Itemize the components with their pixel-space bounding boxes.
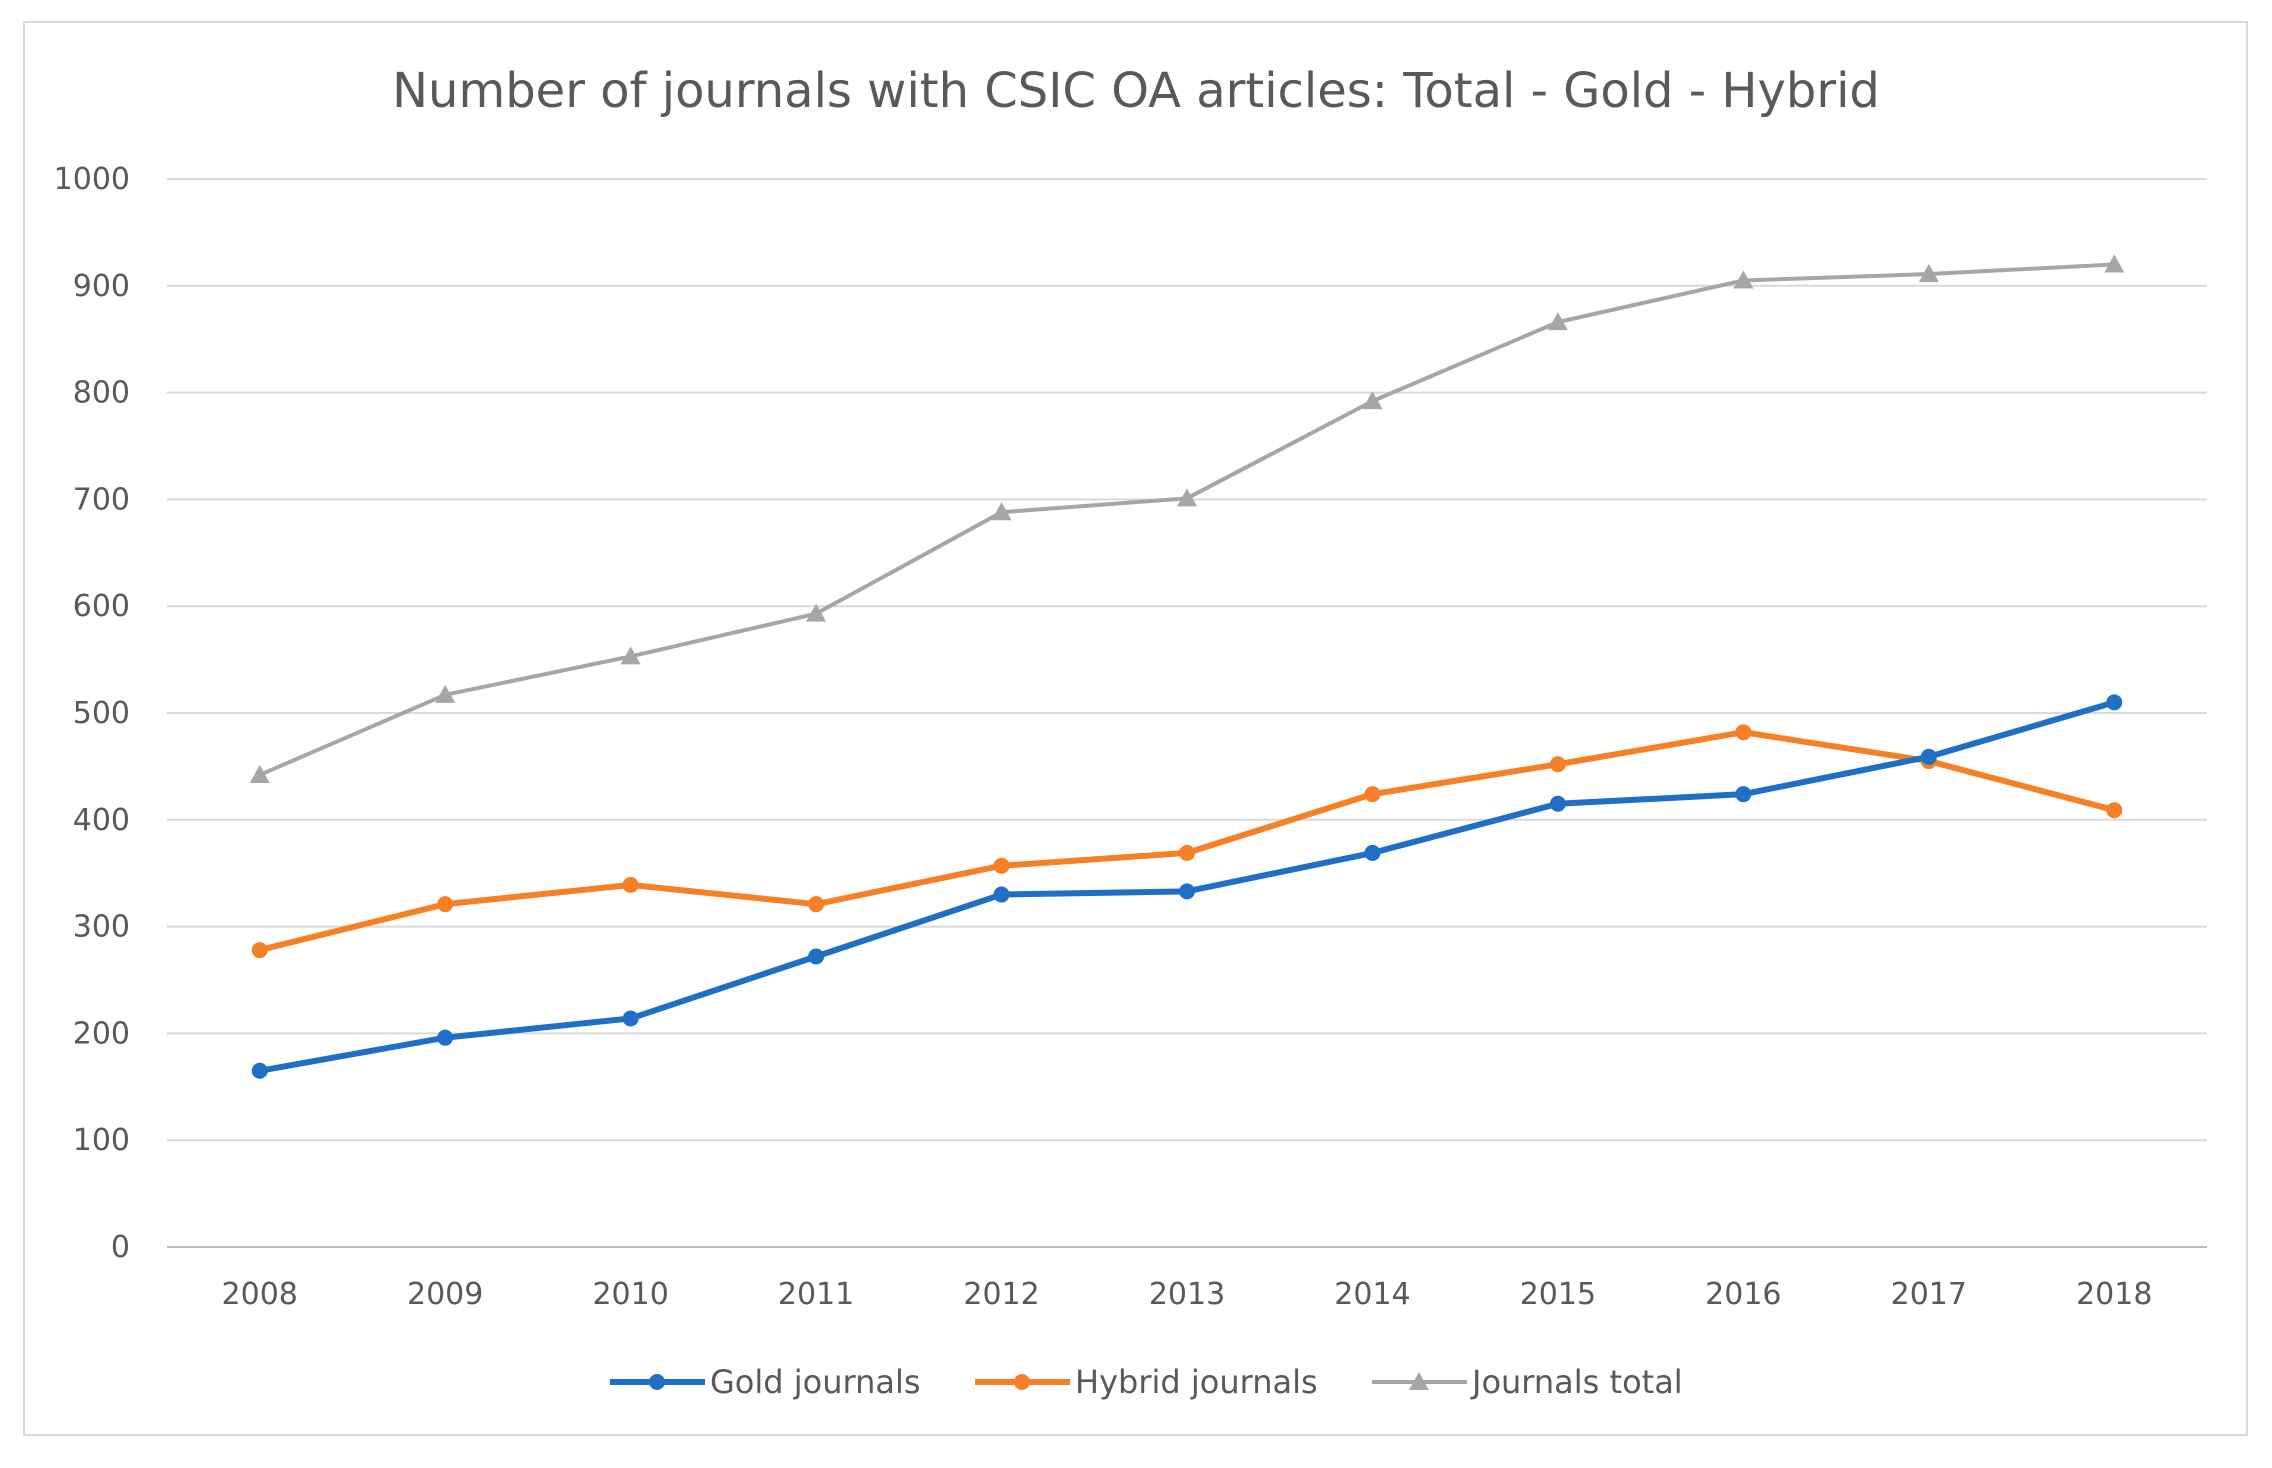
data-point xyxy=(1735,786,1752,803)
y-tick-label: 1000 xyxy=(54,162,130,197)
series-journals-total xyxy=(249,254,2125,783)
x-tick-label: 2016 xyxy=(1705,1277,1781,1312)
x-tick-label: 2012 xyxy=(963,1277,1039,1312)
y-tick-label: 600 xyxy=(73,589,130,624)
data-point xyxy=(251,1062,268,1079)
data-point xyxy=(2106,802,2123,819)
data-point xyxy=(437,896,454,913)
legend-entry: Journals total xyxy=(1372,1363,1683,1401)
data-point xyxy=(1918,264,1939,283)
legend-marker xyxy=(649,1374,665,1390)
x-tick-label: 2014 xyxy=(1334,1277,1410,1312)
data-point xyxy=(993,857,1010,874)
data-point xyxy=(1735,724,1752,741)
legend: Gold journals Hybrid journals Journals tot… xyxy=(610,1363,1683,1401)
legend-marker xyxy=(1409,1372,1429,1390)
data-point xyxy=(1547,312,1568,331)
data-point xyxy=(2106,694,2123,711)
series-gold-journals xyxy=(251,694,2123,1079)
data-point xyxy=(1364,786,1381,803)
data-point xyxy=(1179,844,1195,861)
x-tick-label: 2015 xyxy=(1520,1277,1596,1312)
data-point xyxy=(1364,844,1381,861)
x-axis-ticks: 2008 2009 2010 2011 2012 2013 2014 2015 2016 2017… xyxy=(222,1277,2153,1312)
data-point xyxy=(437,1029,454,1046)
x-tick-label: 2010 xyxy=(592,1277,668,1312)
legend-marker xyxy=(1014,1374,1030,1390)
data-point xyxy=(991,502,1012,521)
legend-entry: Gold journals xyxy=(610,1363,921,1401)
legend-label: Journals total xyxy=(1470,1363,1683,1401)
gridlines xyxy=(167,178,2207,1248)
x-tick-label: 2017 xyxy=(1891,1277,1967,1312)
data-point xyxy=(1177,488,1197,507)
y-tick-label: 900 xyxy=(73,269,130,304)
legend-label: Gold journals xyxy=(710,1363,921,1401)
y-tick-label: 700 xyxy=(73,482,130,517)
series-layer xyxy=(249,254,2125,1079)
y-tick-label: 400 xyxy=(73,803,130,838)
data-point xyxy=(622,1010,639,1027)
y-tick-label: 500 xyxy=(73,696,130,731)
data-point xyxy=(1920,748,1937,765)
chart-title: Number of journals with CSIC OA articles… xyxy=(392,63,1880,119)
x-tick-label: 2008 xyxy=(222,1277,298,1312)
series-line xyxy=(256,729,2118,954)
data-point xyxy=(435,684,456,703)
data-point xyxy=(1549,756,1566,773)
data-point xyxy=(622,876,639,893)
y-axis-ticks: 0 100 200 300 400 500 600 700 800 900 1000 xyxy=(54,162,130,1265)
y-tick-label: 0 xyxy=(111,1230,130,1265)
data-point xyxy=(620,646,641,665)
data-point xyxy=(251,942,268,959)
y-tick-label: 800 xyxy=(73,376,130,411)
data-point xyxy=(1362,391,1383,410)
data-point xyxy=(806,603,827,622)
x-tick-label: 2018 xyxy=(2076,1277,2152,1312)
x-tick-label: 2009 xyxy=(407,1277,483,1312)
series-hybrid-journals xyxy=(251,724,2123,959)
data-point xyxy=(249,764,270,783)
series-line xyxy=(257,262,2117,777)
data-point xyxy=(808,948,825,965)
y-tick-label: 200 xyxy=(73,1016,130,1051)
chart-frame xyxy=(23,21,2248,1436)
data-point xyxy=(993,886,1010,903)
y-tick-label: 300 xyxy=(73,910,130,945)
y-tick-label: 100 xyxy=(73,1123,130,1158)
x-tick-label: 2011 xyxy=(778,1277,854,1312)
data-point xyxy=(2104,254,2125,273)
data-point xyxy=(808,896,825,913)
legend-entry: Hybrid journals xyxy=(975,1363,1318,1401)
data-point xyxy=(1733,270,1754,289)
data-point xyxy=(1179,883,1195,900)
legend-label: Hybrid journals xyxy=(1075,1363,1318,1401)
x-tick-label: 2013 xyxy=(1149,1277,1225,1312)
data-point xyxy=(1549,795,1566,812)
